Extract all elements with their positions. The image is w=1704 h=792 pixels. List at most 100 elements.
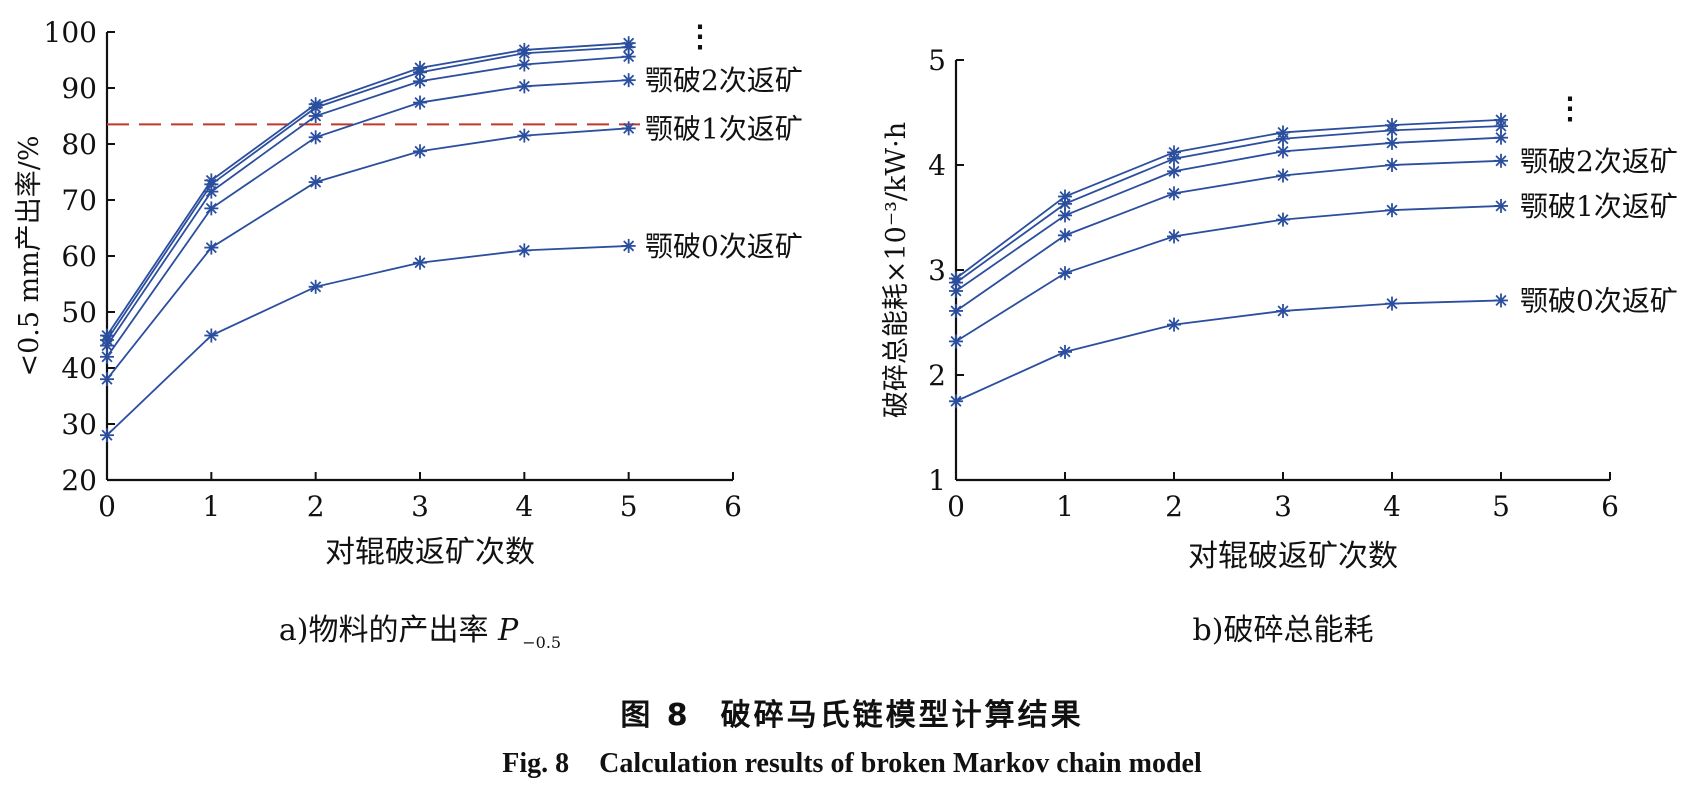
- data-point: [949, 271, 963, 286]
- figure-caption-cn: 图 8 破碎马氏链模型计算结果: [0, 690, 1704, 734]
- chart-panel-a: 20 30 40 50 60 70 80 90 100 0 1 2 3 4 5 6 对辊破返矿次数 <0.5 mm…: [14, 16, 803, 652]
- marker-stroke: [1386, 159, 1398, 171]
- data-point: [1167, 229, 1181, 244]
- data-point: [1058, 344, 1072, 359]
- data-point: [204, 328, 219, 343]
- marker-stroke: [1168, 146, 1180, 158]
- y-tick-label: 60: [61, 240, 97, 273]
- series-annotation: 颚破0次返矿: [1520, 284, 1678, 317]
- data-point: [1276, 303, 1290, 318]
- marker-stroke: [623, 74, 635, 86]
- marker-stroke: [101, 351, 113, 363]
- marker-stroke: [1386, 119, 1398, 131]
- x-tick-label: 1: [202, 490, 220, 523]
- x-tick-label: 4: [1383, 490, 1401, 523]
- marker-stroke: [950, 335, 962, 347]
- y-tick-label: 2: [928, 359, 946, 392]
- x-tick-label: 0: [98, 490, 116, 523]
- data-point: [1276, 212, 1290, 227]
- marker-stroke: [1059, 190, 1071, 203]
- y-tick-label: 3: [928, 254, 946, 287]
- data-point: [517, 42, 532, 57]
- figure-title-cn: 破碎马氏链模型计算结果: [720, 698, 1084, 733]
- marker-stroke: [1495, 200, 1507, 212]
- marker-stroke: [414, 62, 426, 74]
- marker-stroke: [1495, 114, 1507, 126]
- x-axis-title: 对辊破返矿次数: [1188, 539, 1398, 574]
- marker-stroke: [1059, 209, 1071, 221]
- series-line-3: [106, 55, 629, 347]
- series-line-0: [955, 299, 1502, 403]
- continuation-dots: ⋮: [685, 19, 715, 54]
- marker-stroke: [414, 145, 426, 157]
- data-point: [1494, 153, 1508, 168]
- data-point: [204, 201, 219, 216]
- marker-stroke: [310, 131, 322, 143]
- marker-stroke: [1386, 298, 1398, 310]
- subplot-caption-variable: P: [497, 613, 519, 648]
- data-point: [1058, 189, 1072, 204]
- data-point: [308, 130, 323, 145]
- y-tick-label: 1: [928, 464, 946, 497]
- data-point: [1385, 203, 1399, 218]
- subplot-caption-subscript: −0.5: [522, 633, 561, 652]
- data-point: [308, 279, 323, 294]
- marker-stroke: [101, 429, 113, 441]
- data-point: [949, 303, 963, 318]
- data-point: [1167, 186, 1181, 201]
- marker-stroke: [1495, 155, 1507, 167]
- figure-number-cn: 图 8: [620, 698, 691, 733]
- marker-stroke: [1277, 145, 1289, 157]
- data-point: [204, 173, 219, 188]
- data-point: [621, 238, 636, 253]
- data-point: [517, 128, 532, 143]
- series-line-5: [106, 42, 629, 337]
- data-point: [621, 73, 636, 88]
- marker-stroke: [623, 37, 635, 49]
- figure-number-en: Fig. 8: [502, 748, 570, 779]
- marker-stroke: [623, 122, 635, 134]
- series-annotation: 颚破2次返矿: [1520, 145, 1678, 178]
- y-tick-label: 5: [928, 44, 946, 77]
- data-point: [1058, 228, 1072, 243]
- x-tick-label: 4: [515, 490, 533, 523]
- series-line-5: [955, 118, 1502, 280]
- y-tick-label: 20: [61, 464, 97, 497]
- data-point: [517, 243, 532, 258]
- data-point: [1167, 317, 1181, 332]
- marker-stroke: [414, 97, 426, 109]
- marker-stroke: [310, 176, 322, 188]
- marker-stroke: [950, 272, 962, 284]
- data-point: [1167, 145, 1181, 160]
- marker-stroke: [1059, 267, 1071, 279]
- y-tick-label: 90: [61, 72, 97, 105]
- y-tick-label: 80: [61, 128, 97, 161]
- y-tick-label: 30: [61, 408, 97, 441]
- data-point: [413, 95, 427, 110]
- marker-stroke: [205, 242, 217, 254]
- marker-stroke: [1495, 294, 1507, 306]
- subplot-caption: a)物料的产出率 P −0.5: [279, 613, 561, 652]
- x-tick-label: 5: [620, 490, 638, 523]
- y-axis-title: <0.5 mm产出率/%: [14, 135, 45, 376]
- series-annotation: 颚破1次返矿: [645, 112, 803, 145]
- x-tick-label: 6: [1601, 490, 1619, 523]
- data-point: [1167, 164, 1181, 179]
- marker-stroke: [1386, 204, 1398, 216]
- marker-stroke: [518, 244, 530, 256]
- series-line-2: [955, 159, 1502, 312]
- series-annotation: 颚破2次返矿: [645, 64, 803, 97]
- y-tick-label: 50: [61, 296, 97, 329]
- subplot-caption-text: b)破碎总能耗: [1193, 613, 1374, 648]
- subplot-caption: b)破碎总能耗: [1193, 613, 1374, 648]
- data-point: [1276, 168, 1290, 183]
- data-point: [949, 334, 963, 349]
- continuation-dots: ⋮: [1555, 92, 1585, 127]
- marker-stroke: [518, 80, 530, 92]
- x-tick-label: 2: [307, 490, 325, 523]
- data-point: [1494, 112, 1508, 127]
- data-point: [1494, 293, 1508, 308]
- marker-stroke: [1277, 126, 1289, 138]
